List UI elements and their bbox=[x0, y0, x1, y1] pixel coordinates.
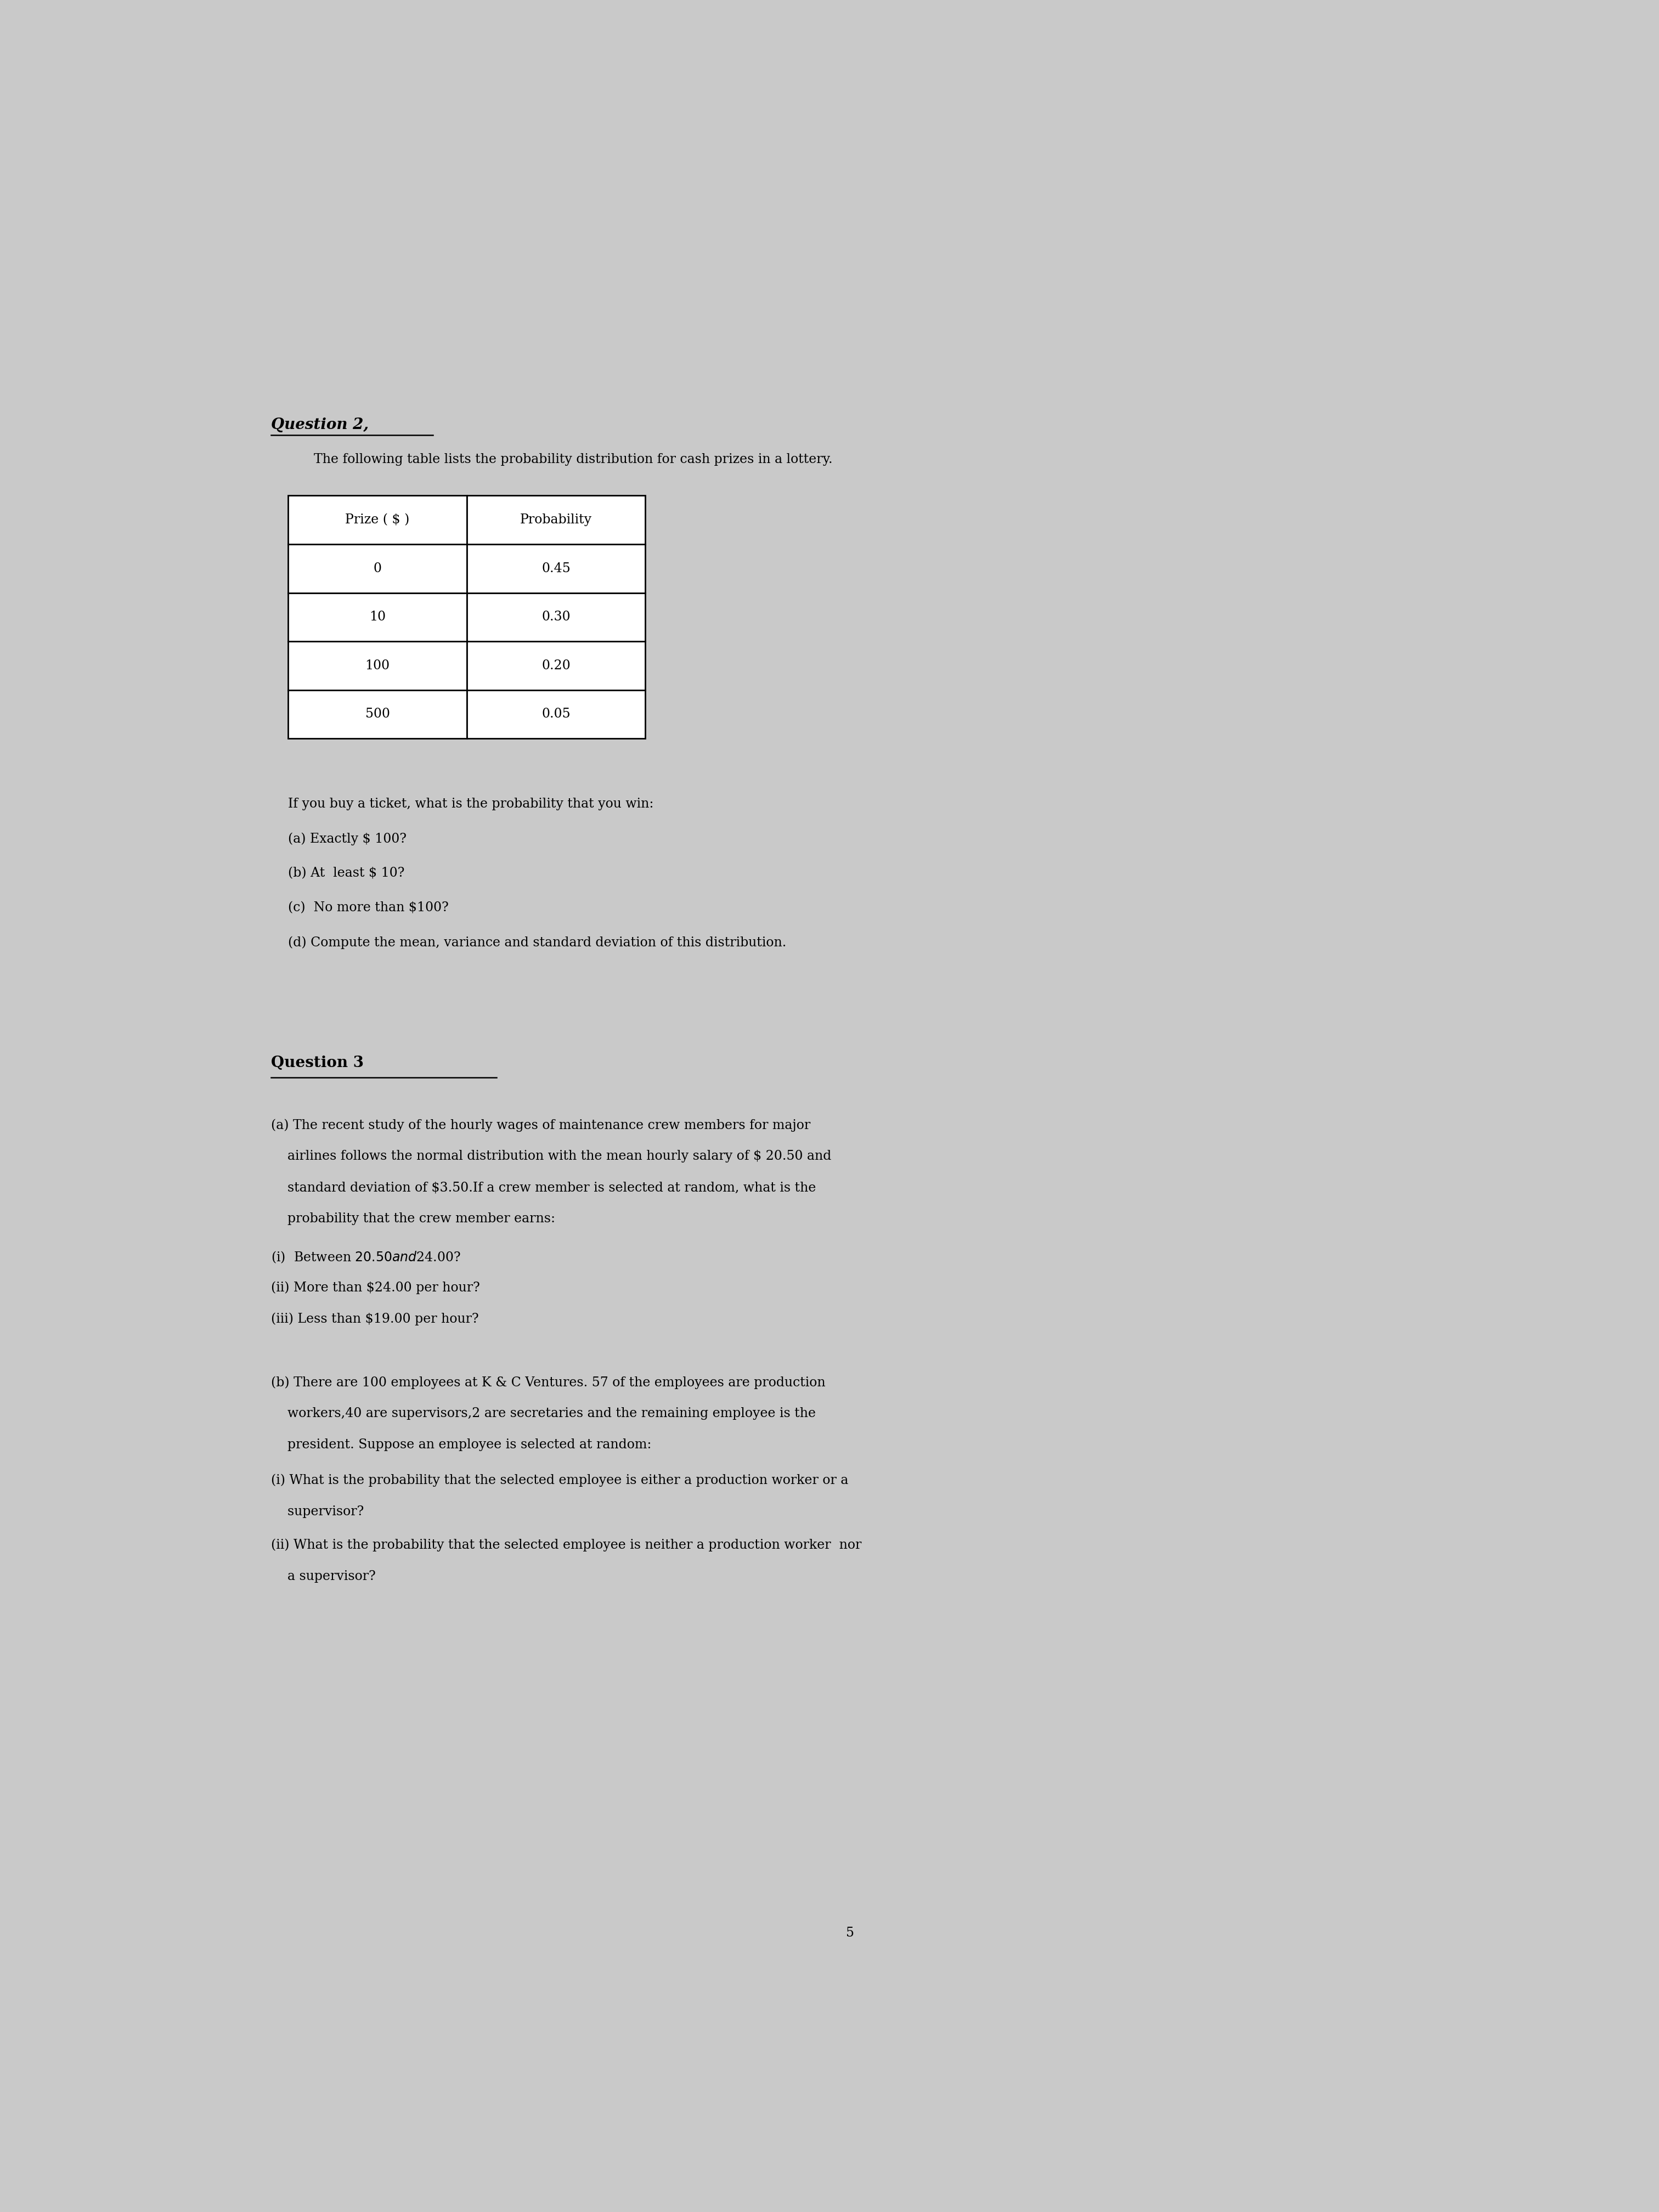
Text: (iii) Less than $19.00 per hour?: (iii) Less than $19.00 per hour? bbox=[270, 1312, 479, 1325]
Bar bbox=[466, 593, 645, 641]
Text: (i) What is the probability that the selected employee is either a production wo: (i) What is the probability that the sel… bbox=[270, 1473, 848, 1486]
Bar bbox=[466, 641, 645, 690]
Text: (c)  No more than $100?: (c) No more than $100? bbox=[289, 902, 450, 914]
Text: Probability: Probability bbox=[519, 513, 592, 526]
Text: (b) At  least $ 10?: (b) At least $ 10? bbox=[289, 867, 405, 880]
Text: Question 2,: Question 2, bbox=[270, 418, 368, 431]
Bar bbox=[289, 544, 466, 593]
Text: a supervisor?: a supervisor? bbox=[270, 1571, 377, 1582]
Text: workers,40 are supervisors,2 are secretaries and the remaining employee is the: workers,40 are supervisors,2 are secreta… bbox=[270, 1407, 816, 1420]
Text: 5: 5 bbox=[846, 1927, 854, 1940]
Bar bbox=[289, 641, 466, 690]
Text: airlines follows the normal distribution with the mean hourly salary of $ 20.50 : airlines follows the normal distribution… bbox=[270, 1150, 831, 1164]
Text: 0.20: 0.20 bbox=[541, 659, 571, 672]
Text: (a) Exactly $ 100?: (a) Exactly $ 100? bbox=[289, 832, 406, 845]
Text: 0.30: 0.30 bbox=[541, 611, 571, 624]
Bar bbox=[289, 593, 466, 641]
Text: (i)  Between $20.50 and $24.00?: (i) Between $20.50 and $24.00? bbox=[270, 1250, 461, 1265]
Text: 0.05: 0.05 bbox=[541, 708, 571, 721]
Text: 100: 100 bbox=[365, 659, 390, 672]
Bar bbox=[466, 495, 645, 544]
Bar bbox=[466, 544, 645, 593]
Text: 0: 0 bbox=[373, 562, 382, 575]
Text: (d) Compute the mean, variance and standard deviation of this distribution.: (d) Compute the mean, variance and stand… bbox=[289, 936, 786, 949]
Text: (b) There are 100 employees at K & C Ventures. 57 of the employees are productio: (b) There are 100 employees at K & C Ven… bbox=[270, 1376, 826, 1389]
Text: The following table lists the probability distribution for cash prizes in a lott: The following table lists the probabilit… bbox=[314, 453, 833, 467]
Text: 0.45: 0.45 bbox=[541, 562, 571, 575]
Text: probability that the crew member earns:: probability that the crew member earns: bbox=[270, 1212, 556, 1225]
Text: Prize ( $ ): Prize ( $ ) bbox=[345, 513, 410, 526]
Bar bbox=[466, 690, 645, 739]
Bar bbox=[289, 495, 466, 544]
Text: 10: 10 bbox=[370, 611, 385, 624]
Bar bbox=[289, 690, 466, 739]
Text: (ii) More than $24.00 per hour?: (ii) More than $24.00 per hour? bbox=[270, 1281, 479, 1294]
Text: supervisor?: supervisor? bbox=[270, 1506, 363, 1517]
Text: 500: 500 bbox=[365, 708, 390, 721]
Text: standard deviation of $3.50.If a crew member is selected at random, what is the: standard deviation of $3.50.If a crew me… bbox=[270, 1181, 816, 1194]
Text: (a) The recent study of the hourly wages of maintenance crew members for major: (a) The recent study of the hourly wages… bbox=[270, 1119, 811, 1133]
Text: (ii) What is the probability that the selected employee is neither a production : (ii) What is the probability that the se… bbox=[270, 1540, 861, 1551]
Text: Question 3: Question 3 bbox=[270, 1055, 363, 1071]
Text: president. Suppose an employee is selected at random:: president. Suppose an employee is select… bbox=[270, 1438, 652, 1451]
Text: If you buy a ticket, what is the probability that you win:: If you buy a ticket, what is the probabi… bbox=[289, 799, 654, 810]
